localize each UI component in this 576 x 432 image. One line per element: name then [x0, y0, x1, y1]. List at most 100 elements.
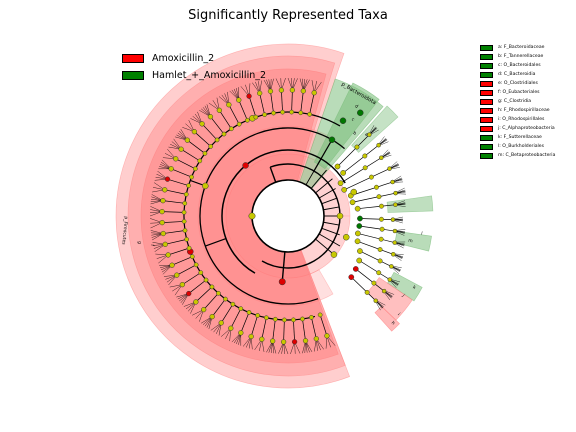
clade-label: l [421, 231, 423, 237]
clade-label: k [411, 284, 417, 291]
clade-node [189, 174, 194, 180]
clade-node [192, 166, 198, 172]
legend-swatch [122, 71, 144, 80]
taxa-legend-label: e: O_Clostridiales [498, 81, 538, 86]
clade-node [246, 310, 252, 315]
branch-arc [261, 215, 341, 269]
clade-node [313, 336, 319, 342]
clade-node [267, 88, 274, 94]
taxa-legend-item: e: O_Clostridiales [480, 79, 555, 88]
clade-node [387, 166, 392, 171]
clade-label: h [390, 320, 396, 326]
clade-node [354, 205, 361, 212]
taxa-legend-swatch [480, 116, 493, 123]
clade-node [179, 281, 185, 288]
clade-label: f [149, 244, 155, 247]
clade-shade-bacteroidia [313, 82, 380, 170]
node-layer [159, 87, 398, 345]
branch-line [163, 230, 186, 234]
clade-node [324, 333, 330, 339]
branch-line [309, 92, 315, 115]
clade-node [317, 312, 323, 318]
clade-node [282, 317, 287, 323]
legend-item-hamlet-amoxicillin: Hamlet_+_Amoxicillin_2 [122, 67, 266, 84]
branch-line [272, 319, 276, 342]
taxa-legend-swatch [480, 125, 493, 132]
branch-arc [269, 163, 341, 216]
clade-node [356, 257, 363, 264]
branch-line [323, 221, 340, 226]
taxa-legend-swatch [480, 80, 493, 87]
taxa-legend-item: b: F_Tannerellaceae [480, 52, 555, 61]
clade-node [255, 313, 260, 318]
clade-node [356, 223, 363, 229]
clade-node [160, 230, 166, 237]
taxa-legend-swatch [480, 53, 493, 60]
clade-node [362, 153, 368, 159]
taxa-legend-swatch [480, 98, 493, 105]
branch-line [230, 308, 242, 329]
clade-node [186, 290, 192, 297]
clade-node [186, 183, 191, 188]
clade-node [341, 186, 348, 193]
clade-node [357, 109, 364, 117]
taxa-legend-swatch [480, 143, 493, 150]
clade-node [389, 264, 394, 269]
branch-line [162, 200, 185, 204]
clade-node [291, 317, 296, 323]
clade-node [202, 182, 209, 190]
taxa-legend-item: k: F_Sutterellaceae [480, 133, 555, 142]
clade-node [376, 270, 382, 276]
clade-node [202, 151, 208, 156]
taxa-legend-swatch [480, 71, 493, 78]
branch-line [300, 90, 304, 113]
clade-node [278, 87, 285, 93]
clade-node [207, 114, 214, 120]
legend-item-amoxicillin: Amoxicillin_2 [122, 50, 266, 67]
clade-label: g [136, 241, 141, 244]
branch-line [211, 298, 226, 317]
clade-node [376, 194, 382, 200]
clade-label: b [352, 130, 358, 137]
branch-line [248, 96, 257, 118]
clade-node [302, 338, 309, 344]
clade-node [355, 230, 361, 237]
branch-line [269, 166, 277, 183]
clade-node [339, 117, 347, 124]
clade-node [269, 338, 276, 344]
clade-node [169, 262, 175, 268]
clade-node [280, 339, 287, 345]
branch-line [240, 312, 250, 333]
clade-node [236, 97, 242, 103]
clade-node [181, 219, 187, 224]
clade-node [164, 176, 171, 182]
clade-node [198, 270, 204, 275]
branch-line [201, 123, 218, 141]
taxa-legend-label: l: O_Burkholderiales [498, 144, 545, 149]
clade-node [165, 252, 171, 258]
branch-arc [251, 179, 325, 253]
branch-line [188, 279, 207, 294]
clade-node [373, 184, 379, 190]
clade-node [311, 90, 317, 96]
clade-node [248, 212, 256, 220]
branch-line [250, 315, 258, 337]
clade-label: d [354, 103, 360, 110]
clade-node [357, 248, 363, 254]
taxa-legend-item: l: O_Burkholderiales [480, 142, 555, 151]
branch-line [162, 221, 185, 223]
branch-line [281, 251, 286, 282]
clade-shading-layer [115, 43, 434, 389]
clade-node [349, 199, 356, 206]
clade-label: c [350, 117, 355, 123]
clade-label: a [364, 132, 369, 138]
taxa-legend-swatch [480, 107, 493, 114]
branch-line [187, 139, 206, 154]
clade-node [182, 228, 188, 233]
clade-node [378, 236, 384, 242]
clade-node [307, 111, 312, 117]
clade-node [162, 241, 168, 247]
figure-title: Significantly Represented Taxa [188, 8, 388, 23]
clade-node [197, 158, 203, 164]
taxa-legend-label: h: F_Rhodospirillaceae [498, 108, 550, 113]
